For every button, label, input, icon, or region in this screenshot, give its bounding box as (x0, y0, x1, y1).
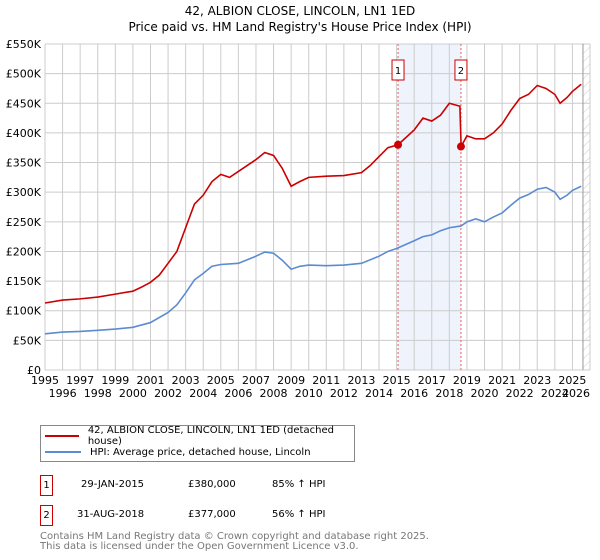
x-tick-label: 2024 (541, 387, 569, 400)
sale-hpi-diff: 85% ↑ HPI (272, 479, 326, 490)
sale-marker-badge: 1 (40, 475, 53, 496)
y-tick-label: £300K (6, 186, 42, 199)
footer-copyright: Contains HM Land Registry data © Crown c… (40, 531, 429, 542)
legend-item-hpi: HPI: Average price, detached house, Linc… (45, 445, 311, 459)
x-tick-label: 2011 (312, 374, 340, 387)
x-tick-label: 2010 (295, 387, 323, 400)
footer-licence: This data is licensed under the Open Gov… (40, 541, 359, 552)
sale-price: £380,000 (188, 479, 236, 490)
x-tick-label: 2012 (330, 387, 358, 400)
sale-date: 29-JAN-2015 (81, 479, 145, 490)
sale-date: 31-AUG-2018 (77, 509, 145, 520)
sale-row: 2 31-AUG-2018 £377,000 56% ↑ HPI (40, 505, 540, 527)
x-tick-label: 1995 (31, 374, 59, 387)
x-tick-label: 2016 (400, 387, 428, 400)
sale-point (394, 140, 403, 149)
sale-point (456, 142, 465, 151)
y-tick-label: £500K (6, 68, 42, 81)
sale-marker-label: 2 (458, 66, 464, 77)
x-tick-label: 2014 (365, 387, 393, 400)
series-line (44, 185, 582, 335)
legend-swatch-blue (45, 451, 81, 453)
legend-label: HPI: Average price, detached house, Linc… (90, 446, 311, 458)
y-tick-label: £450K (6, 97, 42, 110)
x-tick-label: 2020 (471, 387, 499, 400)
x-tick-label: 2007 (242, 374, 270, 387)
sale-price: £377,000 (188, 509, 236, 520)
sale-row: 1 29-JAN-2015 £380,000 85% ↑ HPI (40, 475, 540, 497)
sale-marker-box (454, 59, 468, 81)
x-tick-label: 2002 (154, 387, 182, 400)
y-tick-label: £350K (6, 157, 42, 170)
x-tick-label: 2022 (506, 387, 534, 400)
y-tick-label: £150K (6, 275, 42, 288)
sale-hpi-diff: 56% ↑ HPI (272, 509, 326, 520)
x-tick-label: 2004 (189, 387, 217, 400)
legend-label: 42, ALBION CLOSE, LINCOLN, LN1 1ED (deta… (87, 425, 334, 447)
x-tick-label: 2025 (558, 374, 586, 387)
x-tick-label: 2021 (488, 374, 516, 387)
x-tick-label: 2000 (119, 387, 147, 400)
sale-marker-badge: 2 (40, 505, 53, 526)
x-tick-label: 2026 (562, 387, 590, 400)
price-chart: £0 £50K £100K £150K £200K £250K £300K £350K £400… (6, 38, 591, 400)
x-tick-label: 2015 (383, 374, 411, 387)
chart-title: 42, ALBION CLOSE, LINCOLN, LN1 1ED (184, 4, 416, 18)
x-tick-label: 2013 (347, 374, 375, 387)
y-tick-label: £50K (13, 334, 42, 347)
x-tick-label: 2009 (277, 374, 305, 387)
y-tick-label: £400K (6, 127, 42, 140)
x-tick-label: 2008 (260, 387, 288, 400)
y-tick-label: £250K (6, 216, 42, 229)
y-tick-label: £0 (27, 364, 41, 377)
chart-subtitle: Price paid vs. HM Land Registry's House … (128, 20, 472, 34)
x-tick-label: 2018 (435, 387, 463, 400)
x-tick-label: 2019 (453, 374, 481, 387)
x-tick-label: 1998 (84, 387, 112, 400)
y-tick-label: £200K (6, 245, 42, 258)
legend-item-property: 42, ALBION CLOSE, LINCOLN, LN1 1ED (deta… (45, 425, 354, 447)
x-tick-label: 2003 (172, 374, 200, 387)
legend-swatch-red (45, 435, 79, 437)
x-tick-label: 2006 (224, 387, 252, 400)
x-tick-label: 2005 (207, 374, 235, 387)
sale-marker-box (391, 59, 405, 81)
x-tick-label: 2017 (418, 374, 446, 387)
x-tick-label: 2001 (136, 374, 164, 387)
future-hatch-region (582, 44, 590, 370)
y-tick-label: £100K (6, 305, 42, 318)
legend: 42, ALBION CLOSE, LINCOLN, LN1 1ED (deta… (40, 425, 355, 462)
x-tick-label: 2023 (523, 374, 551, 387)
sale-marker-label: 1 (395, 66, 401, 77)
x-tick-label: 1999 (101, 374, 129, 387)
series-line (44, 83, 582, 304)
x-tick-label: 1996 (49, 387, 77, 400)
y-tick-label: £550K (6, 38, 42, 51)
x-tick-label: 1997 (66, 374, 94, 387)
sale-period-band (398, 44, 461, 370)
